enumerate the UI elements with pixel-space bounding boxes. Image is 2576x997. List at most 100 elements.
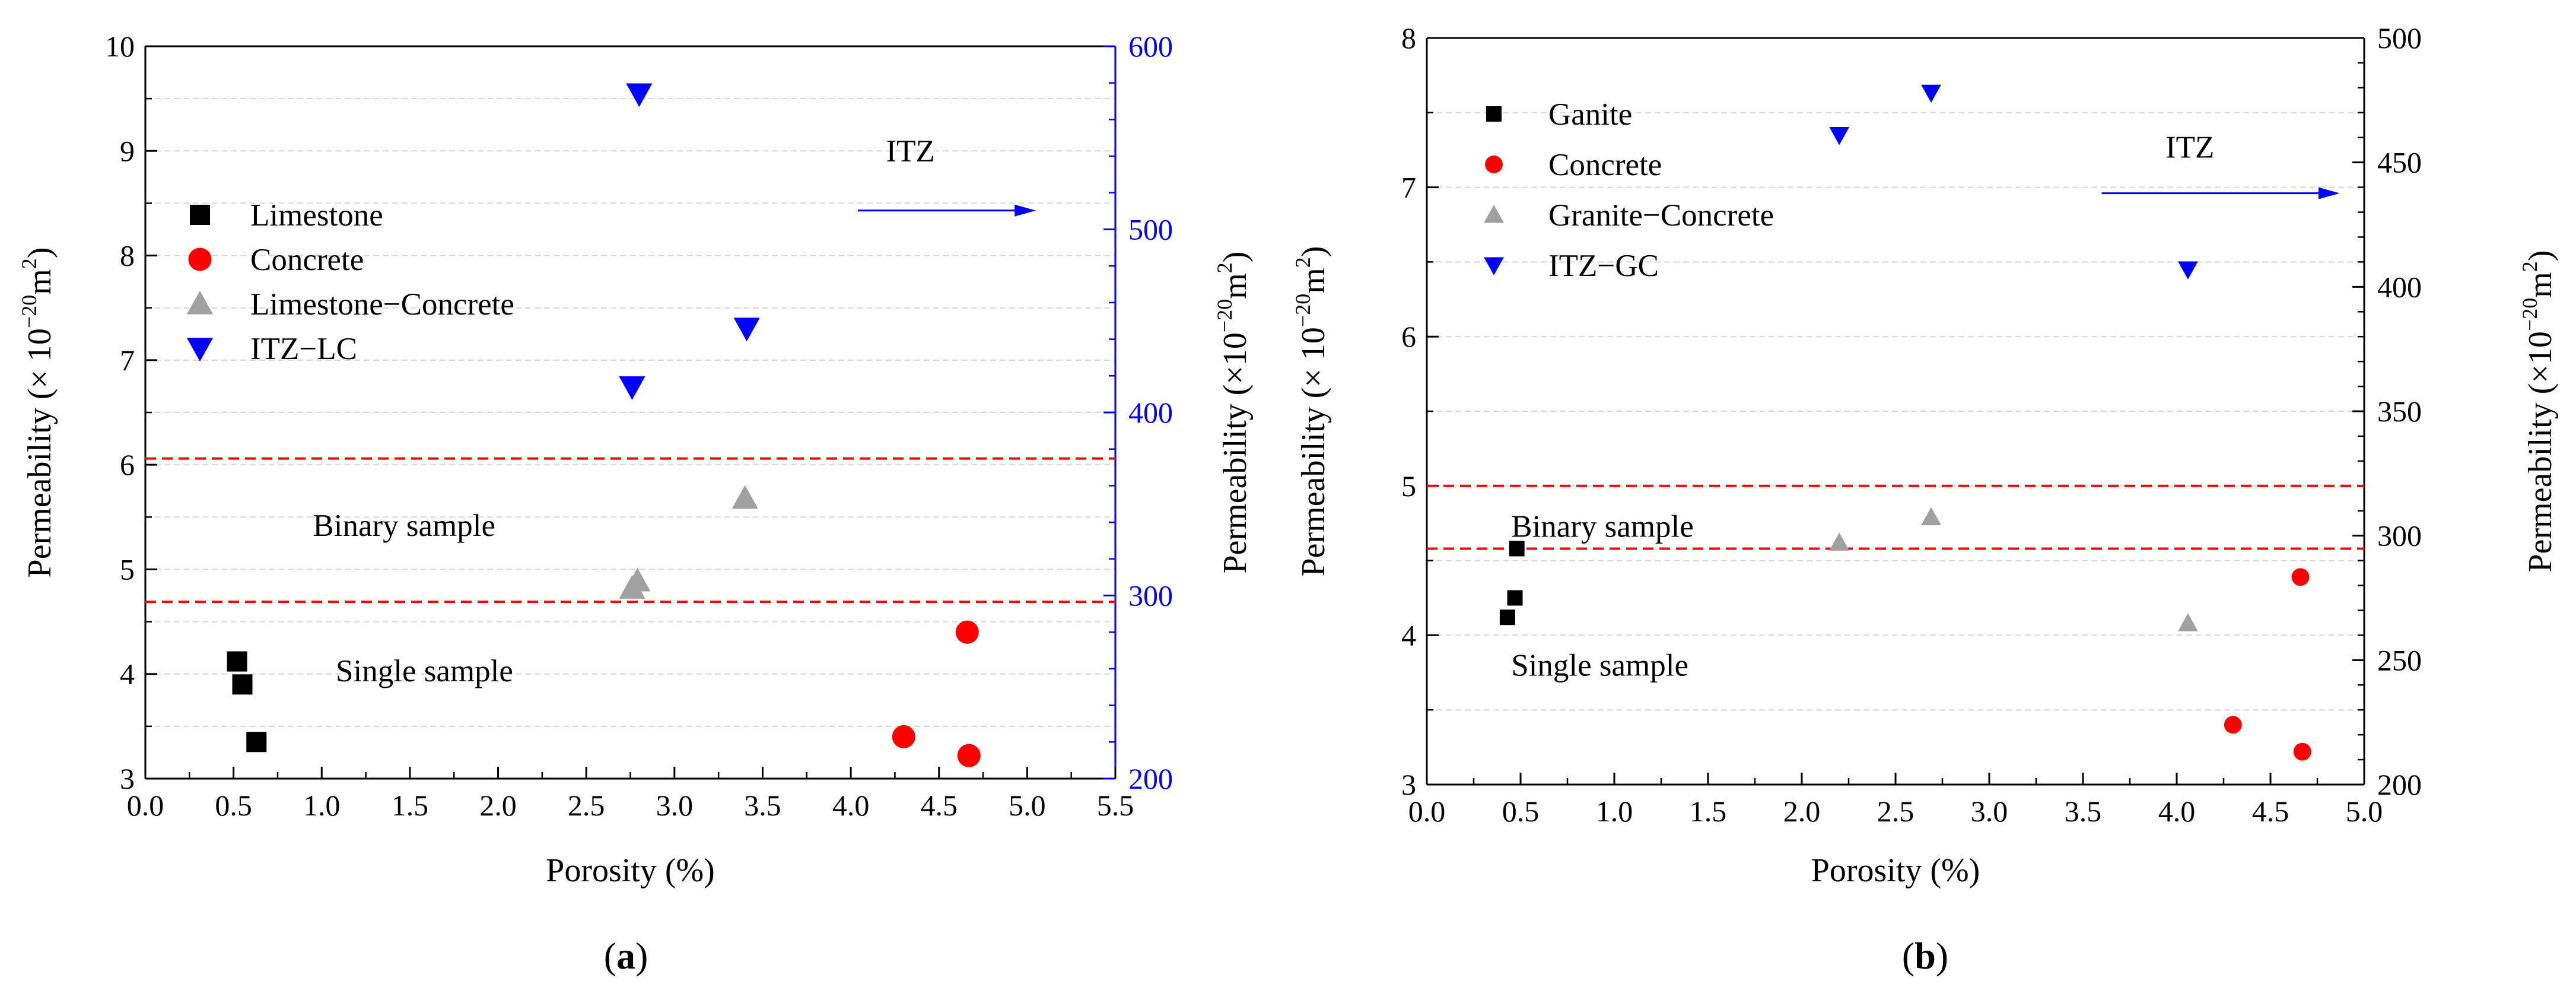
data-point (1921, 507, 1941, 526)
y-tick-label: 8 (120, 239, 135, 272)
legend-marker (1484, 257, 1504, 275)
annotation: Single sample (336, 654, 513, 688)
legend-entry: Granite−Concrete (1548, 198, 1774, 233)
annotation: Single sample (1511, 648, 1688, 682)
chart-panel-b: 0.0 0.5 1.0 1.5 2.0 2.5 3.0 3.5 4.0 4.5 5.0 3 4 5 6 7 8 2… (1291, 21, 2559, 977)
y-axis-label-mid: m (1295, 268, 1332, 294)
x-tick-label: 2.0 (1783, 795, 1821, 828)
y2-tick-label: 300 (2377, 519, 2422, 553)
data-point (626, 83, 653, 107)
y2-tick-label: 200 (1128, 762, 1173, 795)
y2-tick-label: 250 (2377, 643, 2422, 677)
y2-axis-label-suffix: ) (1217, 252, 1254, 263)
data-point (2291, 568, 2310, 586)
y2-axis-label: Permeability (×10−20m2) (1213, 252, 1254, 574)
arrow-head-icon (2318, 187, 2340, 199)
legend-entry: ITZ−LC (250, 332, 357, 366)
y2-tick-label: 400 (2377, 270, 2422, 303)
data-point (1829, 532, 1850, 551)
data-point (624, 567, 651, 592)
y-axis-label-prefix: Permeability (× 10 (1295, 327, 1332, 576)
y2-tick-label: 600 (1128, 30, 1173, 63)
legend-marker (1484, 205, 1504, 223)
series-1 (892, 620, 981, 767)
x-tick-label: 0.5 (1502, 795, 1540, 828)
y2-axis-label-mid: m (2522, 272, 2559, 298)
panel-label: (b) (1902, 935, 1948, 977)
chart-panel-a: 0.0 0.5 1.0 1.5 2.0 2.5 3.0 3.5 4.0 4.5 5.0 5.5 3 4 5 6… (17, 30, 1254, 977)
y-tick-label: 4 (120, 658, 135, 691)
data-point (2178, 261, 2198, 280)
x-tick-label: 1.5 (392, 789, 429, 822)
series-1 (2224, 568, 2311, 761)
x-axis-label: Porosity (%) (546, 852, 715, 889)
legend-entry: Ganite (1548, 97, 1632, 132)
data-point (733, 317, 760, 342)
y2-tick-label: 200 (2377, 768, 2422, 801)
y-axis-label-mid: m (21, 269, 58, 295)
y-tick-label: 5 (1401, 469, 1416, 503)
y2-axis-label-prefix: Permeability (×10 (2522, 331, 2559, 572)
y2-axis-label-mid: m (1217, 273, 1254, 299)
panel-paren: ) (1936, 935, 1948, 977)
y-tick-label: 6 (120, 448, 135, 481)
x-tick-label: 1.5 (1690, 795, 1727, 828)
x-tick-label: 3.5 (744, 789, 781, 822)
x-tick-label: 4.5 (920, 789, 958, 822)
series-0 (1499, 541, 1525, 625)
legend-entry: Limestone (250, 198, 383, 233)
legend: Ganite Concrete Granite−Concrete ITZ−GC (1484, 97, 1774, 283)
series-3 (619, 83, 760, 400)
y-tick-label: 9 (120, 134, 135, 167)
x-tick-label: 5.0 (2346, 795, 2383, 828)
y-axis-label-suffix: ) (21, 247, 58, 259)
y2-axis-label-prefix: Permeability (×10 (1217, 332, 1254, 573)
x-tick-label: 0.0 (1408, 795, 1446, 828)
data-point (955, 620, 979, 644)
x-tick-label: 2.5 (568, 789, 605, 822)
y-tick-label: 3 (120, 762, 135, 795)
y2-axis-label-exp2: 2 (2518, 261, 2542, 272)
y-axis-label-exp2: 2 (1291, 257, 1315, 268)
data-point (957, 744, 981, 767)
panel-paren: ( (604, 935, 616, 977)
panel-label: (a) (604, 935, 648, 977)
y-tick-label: 10 (105, 30, 135, 63)
series-2 (619, 485, 758, 599)
y-tick-label: 7 (1401, 171, 1416, 204)
legend-entry: Concrete (250, 243, 364, 277)
series-2 (1829, 507, 2198, 631)
y-tick-label: 6 (1401, 320, 1416, 353)
x-tick-label: 4.0 (832, 789, 870, 822)
y2-tick-label: 400 (1128, 396, 1173, 429)
data-point (892, 725, 915, 749)
data-point (619, 376, 645, 400)
panel-letter: b (1914, 935, 1936, 977)
y2-tick-label: 300 (1128, 579, 1173, 612)
arrow-head-icon (1015, 204, 1036, 217)
y-tick-label: 5 (120, 553, 135, 586)
legend-marker (1486, 106, 1502, 122)
x-tick-label: 5.0 (1009, 789, 1046, 822)
annotation: ITZ (2165, 130, 2214, 164)
series-0 (227, 651, 267, 752)
legend-marker (190, 205, 210, 225)
x-tick-label: 2.0 (479, 789, 517, 822)
y2-tick-label: 500 (1128, 213, 1173, 246)
legend-entry: ITZ−GC (1548, 249, 1659, 283)
panel-letter: a (616, 935, 635, 977)
x-tick-label: 5.5 (1097, 789, 1134, 822)
y-tick-label: 4 (1401, 618, 1416, 652)
data-point (2224, 716, 2242, 734)
y-axis-label: Permeability (× 10−20m2) (17, 247, 58, 578)
x-tick-label: 0.0 (127, 789, 164, 822)
y-axis-label-exp2: 2 (17, 258, 41, 269)
legend-entry: Concrete (1548, 148, 1662, 182)
data-point (1921, 84, 1941, 103)
x-tick-label: 1.0 (1596, 795, 1633, 828)
legend-marker (186, 338, 214, 362)
y2-axis-label-suffix: ) (2522, 250, 2559, 262)
x-tick-label: 0.5 (215, 789, 252, 822)
